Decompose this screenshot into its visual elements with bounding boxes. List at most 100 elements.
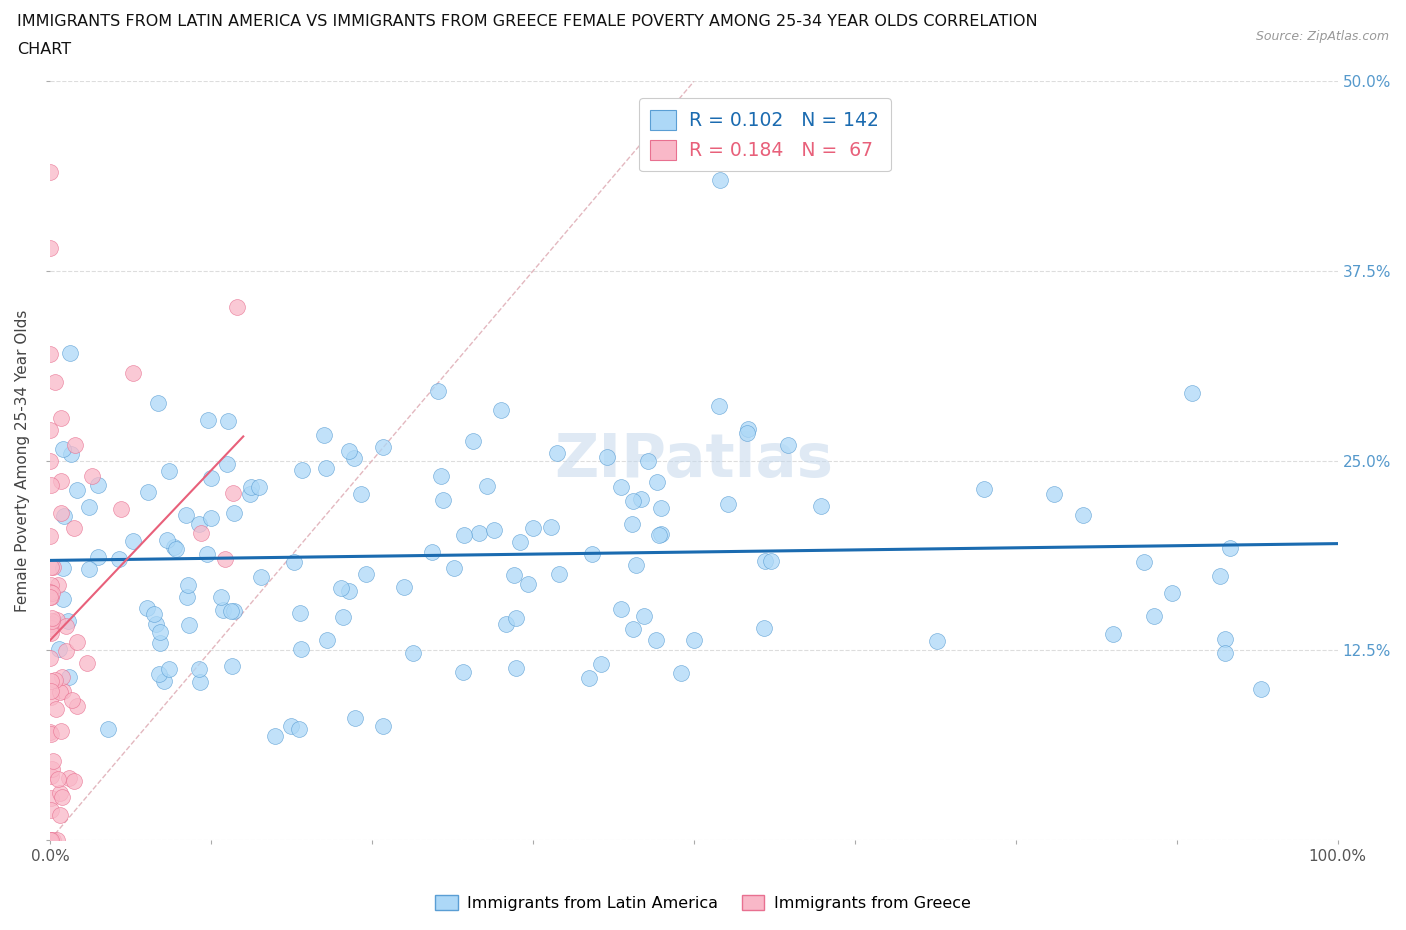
Point <box>146 395 169 410</box>
Point <box>1213 631 1236 646</box>
Point <box>41 585 63 600</box>
Point <box>49 785 72 800</box>
Point <box>610 480 633 495</box>
Point <box>522 521 544 536</box>
Point <box>63 438 86 453</box>
Point <box>176 590 198 604</box>
Legend: R = 0.102   N = 142, R = 0.184   N =  67: R = 0.102 N = 142, R = 0.184 N = 67 <box>638 99 890 171</box>
Point <box>136 601 159 616</box>
Point <box>337 444 360 458</box>
Point <box>443 561 465 576</box>
Point <box>591 658 613 672</box>
Point <box>495 617 517 631</box>
Point <box>463 434 485 449</box>
Point <box>540 519 562 534</box>
Point <box>41 803 63 817</box>
Point <box>58 771 80 786</box>
Point <box>200 471 222 485</box>
Point <box>312 428 335 443</box>
Point <box>155 532 177 547</box>
Point <box>41 832 63 847</box>
Point <box>65 483 87 498</box>
Point <box>39 650 62 665</box>
Point <box>177 578 200 592</box>
Point <box>200 511 222 525</box>
Point <box>39 241 62 256</box>
Point <box>44 672 66 687</box>
Point <box>737 426 759 441</box>
Point <box>39 590 62 604</box>
Point <box>707 399 730 414</box>
Point <box>451 664 474 679</box>
Point <box>97 722 120 737</box>
Point <box>42 560 65 575</box>
Point <box>546 445 568 460</box>
Point <box>239 486 262 501</box>
Point <box>52 442 75 457</box>
Point <box>49 473 72 488</box>
Point <box>581 547 603 562</box>
Point <box>188 675 211 690</box>
Text: ZIPatlas: ZIPatlas <box>554 432 834 490</box>
Point <box>648 527 671 542</box>
Text: IMMIGRANTS FROM LATIN AMERICA VS IMMIGRANTS FROM GREECE FEMALE POVERTY AMONG 25-: IMMIGRANTS FROM LATIN AMERICA VS IMMIGRA… <box>17 14 1038 29</box>
Point <box>1132 554 1154 569</box>
Point <box>41 762 63 777</box>
Point <box>63 520 86 535</box>
Point <box>290 642 312 657</box>
Point <box>49 410 72 425</box>
Point <box>197 547 219 562</box>
Point <box>177 618 200 632</box>
Point <box>41 614 63 629</box>
Point <box>222 604 245 618</box>
Point <box>621 517 644 532</box>
Point <box>484 523 506 538</box>
Point <box>630 491 652 506</box>
Point <box>332 609 354 624</box>
Point <box>45 832 67 847</box>
Point <box>342 450 364 465</box>
Point <box>475 479 498 494</box>
Point <box>1102 627 1125 642</box>
Point <box>224 505 246 520</box>
Point <box>315 460 337 475</box>
Point <box>87 477 110 492</box>
Point <box>77 500 100 515</box>
Point <box>52 684 75 698</box>
Point <box>1219 540 1241 555</box>
Point <box>548 566 571 581</box>
Point <box>190 525 212 540</box>
Point <box>432 493 454 508</box>
Point <box>1160 585 1182 600</box>
Point <box>41 620 63 635</box>
Point <box>250 570 273 585</box>
Point <box>392 580 415 595</box>
Point <box>39 347 62 362</box>
Point <box>468 525 491 540</box>
Point <box>288 605 311 620</box>
Point <box>427 383 450 398</box>
Point <box>41 578 63 593</box>
Point <box>263 728 285 743</box>
Point <box>329 580 352 595</box>
Point <box>80 469 103 484</box>
Point <box>46 613 69 628</box>
Point <box>288 721 311 736</box>
Point <box>51 505 73 520</box>
Point <box>52 509 75 524</box>
Point <box>503 567 526 582</box>
Point <box>55 618 77 633</box>
Y-axis label: Female Poverty Among 25-34 Year Olds: Female Poverty Among 25-34 Year Olds <box>15 310 30 612</box>
Point <box>283 555 305 570</box>
Point <box>247 479 270 494</box>
Point <box>505 610 527 625</box>
Point <box>489 403 512 418</box>
Point <box>356 566 378 581</box>
Point <box>52 561 75 576</box>
Point <box>1181 386 1204 401</box>
Point <box>624 557 647 572</box>
Point <box>45 701 67 716</box>
Point <box>188 661 211 676</box>
Point <box>343 711 366 725</box>
Point <box>163 539 186 554</box>
